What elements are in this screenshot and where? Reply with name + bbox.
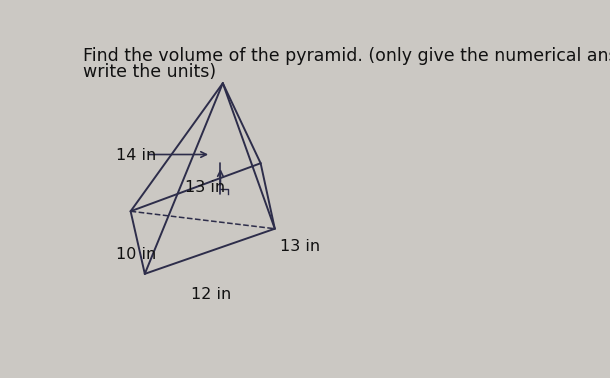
Text: 10 in: 10 in	[117, 248, 157, 262]
Text: Find the volume of the pyramid. (only give the numerical answer, do not: Find the volume of the pyramid. (only gi…	[84, 47, 610, 65]
Text: 12 in: 12 in	[191, 287, 231, 302]
Text: 14 in: 14 in	[117, 149, 157, 163]
Text: write the units): write the units)	[84, 63, 217, 81]
Text: 13 in: 13 in	[279, 239, 320, 254]
Text: 13 in: 13 in	[185, 180, 225, 195]
